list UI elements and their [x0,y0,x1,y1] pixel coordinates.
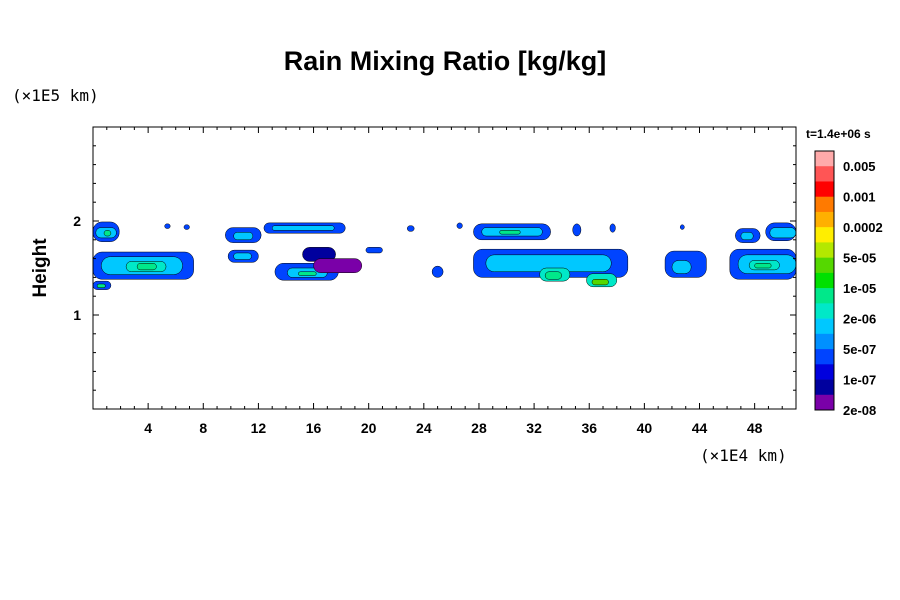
x-tick-label: 36 [581,420,597,436]
y-tick-label: 2 [73,213,81,229]
rain-contour-cell [233,232,254,241]
rain-contour-cell [103,230,112,237]
x-axis-unit-label: (×1E4 km) [700,446,787,465]
y-axis-unit-label: (×1E5 km) [12,86,99,105]
x-tick-label: 20 [361,420,377,436]
colorbar: 0.005 0.001 0.0002 5e-05 1e-05 2e-06 5e-07 1e-0… [814,150,883,418]
rain-contour-cell [431,265,444,278]
rain-contour-cell [271,225,335,231]
colorbar-label: 2e-06 [843,312,876,327]
plot-frame [92,126,797,410]
rain-contour-cell [183,224,190,230]
x-tick-label: 40 [637,420,653,436]
rain-contour-cell [407,225,415,232]
rain-contour-cell [679,224,685,230]
x-tick-label: 44 [692,420,708,436]
colorbar-swatch [815,394,834,411]
rain-contour-cell [96,283,106,288]
rain-contour-cell [499,230,521,235]
colorbar-label: 5e-07 [843,342,876,357]
colorbar-swatch [815,349,834,365]
rain-contour-cell [769,227,797,239]
x-tick-label: 4 [144,420,152,436]
chart-title: Rain Mixing Ratio [kg/kg] [283,46,607,76]
colorbar-swatch [815,242,834,258]
rain-field-layer [92,221,797,290]
colorbar-swatch [815,318,834,335]
colorbar-label: 0.001 [843,190,876,205]
colorbar-swatch [815,151,834,167]
colorbar-swatch [815,272,834,289]
x-tick-label: 8 [199,420,207,436]
rain-contour-cell [164,223,171,229]
rain-contour-cell [233,252,252,260]
rain-contour-cell [365,247,383,254]
rain-contour-cell [456,222,463,229]
colorbar-swatch [815,227,834,243]
colorbar-swatch [815,288,834,304]
rain-contour-cell [609,223,616,233]
rain-contour-cell [671,260,692,274]
colorbar-swatch [815,333,834,350]
rain-contour-cell [591,279,609,286]
colorbar-swatch [815,211,834,228]
colorbar-frame [814,150,835,411]
colorbar-label: 0.005 [843,159,876,174]
colorbar-swatch [815,379,834,396]
time-stamp-label: t=1.4e+06 s [806,127,871,141]
colorbar-swatch [815,181,834,198]
rain-contour-cell [544,271,562,280]
y-tick-label: 1 [73,307,81,323]
x-tick-label: 48 [747,420,763,436]
colorbar-swatch [815,364,834,380]
colorbar-swatch [815,257,834,274]
colorbar-label: 5e-05 [843,251,876,266]
rain-contour-cell [136,263,157,271]
colorbar-label: 1e-05 [843,281,876,296]
colorbar-swatch [815,196,834,213]
rain-contour-cell [298,271,317,276]
colorbar-swatch [815,303,834,319]
x-tick-label: 28 [471,420,487,436]
x-tick-label: 12 [251,420,267,436]
colorbar-label: 2e-08 [843,403,876,418]
rain-contour-cell [754,263,772,269]
x-tick-label: 16 [306,420,322,436]
colorbar-label: 0.0002 [843,220,883,235]
rain-contour-cell [740,232,754,241]
rain-contour-cell [572,223,582,237]
colorbar-label: 1e-07 [843,373,876,388]
colorbar-swatch [815,166,834,182]
rain-contour-cell [313,258,363,273]
x-tick-label: 24 [416,420,432,436]
x-tick-label: 32 [526,420,542,436]
